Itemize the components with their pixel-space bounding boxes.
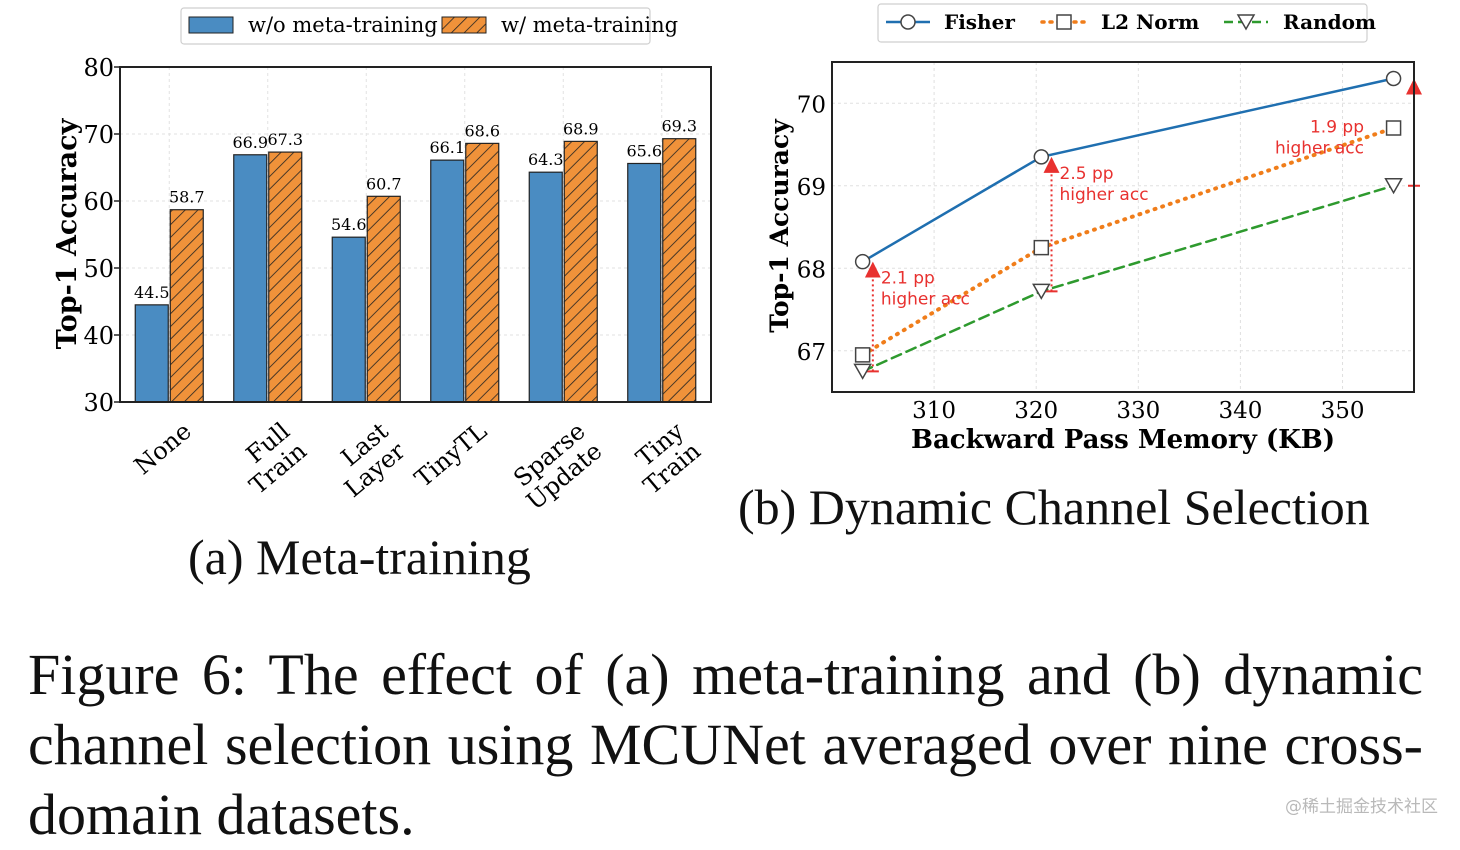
- y-tick-label: 70: [797, 92, 826, 118]
- legend-marker-random: [1236, 14, 1256, 31]
- point-marker: [1032, 283, 1051, 300]
- point-marker: [1033, 149, 1050, 165]
- y-axis-label-b: Top-1 Accuracy: [765, 118, 794, 333]
- grid-b: [832, 62, 1414, 392]
- bar: [331, 236, 366, 403]
- bar-value-label: 60.7: [366, 174, 402, 193]
- y-tick-label: 70: [83, 121, 114, 149]
- x-tick-label: 330: [1116, 398, 1160, 424]
- x-axis-label-b: Backward Pass Memory (KB): [911, 425, 1335, 455]
- watermark: @稀土掘金技术社区: [1285, 797, 1438, 817]
- y-tick-label: 80: [83, 54, 114, 82]
- bar-value-label: 66.9: [232, 133, 268, 152]
- x-tick-label: 350: [1321, 398, 1365, 424]
- point-marker: [1385, 70, 1402, 87]
- legend-swatch-wo: [188, 16, 234, 34]
- legend-label-wo: w/o meta-training: [248, 13, 438, 37]
- legend-label-l2: L2 Norm: [1101, 10, 1199, 34]
- bar-value-label: 64.3: [528, 150, 564, 169]
- legend-marker-fisher: [900, 14, 916, 30]
- caption-dynamic-channel-selection: (b) Dynamic Channel Selection: [738, 479, 1370, 535]
- bar-value-label: 68.6: [464, 121, 500, 140]
- caption-meta-training: (a) Meta-training: [188, 529, 531, 585]
- point-marker: [854, 347, 871, 363]
- y-tick-label: 69: [797, 175, 826, 201]
- y-tick-label: 68: [797, 257, 826, 283]
- bar: [528, 171, 563, 403]
- plot-frame-b: [831, 61, 1415, 393]
- bar-hatch: [465, 143, 499, 402]
- bar-hatch: [367, 196, 401, 402]
- gain-annotation-value: 1.9 pp: [1310, 118, 1364, 138]
- legend-label-w: w/ meta-training: [501, 13, 678, 37]
- bar: [233, 154, 268, 403]
- bar-hatch: [564, 141, 598, 402]
- plot-frame-a: [119, 66, 712, 403]
- y-axis-label-a: Top-1 Accuracy: [52, 117, 83, 349]
- figure-caption: Figure 6: The effect of (a) meta-trainin…: [28, 642, 1423, 847]
- x-tick-label: 320: [1014, 398, 1058, 424]
- meta-training-bar-chart: w/o meta-training w/ meta-training 44.5 5…: [52, 7, 712, 516]
- ticks-b: 67 68 69 70 310 320 330 340 350: [797, 92, 1365, 424]
- bar-value-label: 65.6: [626, 141, 662, 160]
- bar-hatch: [170, 209, 204, 402]
- series-line: [861, 77, 1395, 263]
- gain-annotation-value: 2.1 pp: [881, 269, 935, 289]
- legend-marker-l2: [1056, 14, 1072, 30]
- bar-value-label: 69.3: [661, 117, 697, 136]
- series-markers-b: [853, 70, 1403, 380]
- x-tick-label: 310: [912, 398, 956, 424]
- bar: [430, 159, 465, 403]
- y-tick-label: 60: [83, 188, 114, 216]
- legend-a: w/o meta-training w/ meta-training: [180, 7, 678, 45]
- gain-annotation-text: higher acc: [1060, 185, 1149, 205]
- bar-value-label: 67.3: [267, 130, 303, 149]
- legend-label-random: Random: [1283, 10, 1376, 34]
- y-tick-label: 30: [83, 389, 114, 417]
- gain-annotation-text: higher acc: [881, 290, 970, 310]
- y-tick-label: 67: [797, 340, 826, 366]
- series-line: [860, 126, 1396, 357]
- y-tick-label: 40: [83, 322, 114, 350]
- y-tick-label: 50: [83, 255, 114, 283]
- bar-value-label: 58.7: [169, 188, 205, 207]
- bar-value-label: 54.6: [331, 215, 367, 234]
- bar-hatch: [662, 138, 696, 402]
- point-marker: [1384, 178, 1403, 195]
- legend-label-fisher: Fisher: [944, 10, 1015, 34]
- gain-annotation-value: 2.5 pp: [1060, 164, 1114, 184]
- legend-b: Fisher L2 Norm Random: [877, 3, 1376, 43]
- point-marker: [853, 363, 872, 380]
- point-marker: [854, 253, 871, 270]
- bar-value-label: 66.1: [429, 138, 465, 157]
- x-tick-label: 340: [1218, 398, 1262, 424]
- bars-a: 44.5 58.7 66.9 67.3 54.6 60.7 66.168.6 64.3 68.9…: [134, 117, 697, 403]
- bar-value-label: 68.9: [563, 119, 599, 138]
- point-marker: [1033, 239, 1050, 256]
- gain-annotation-text: higher acc: [1275, 139, 1364, 159]
- bar-hatch: [268, 152, 302, 402]
- point-marker: [1385, 120, 1402, 136]
- bar-value-label: 44.5: [134, 283, 170, 302]
- bar: [627, 162, 662, 403]
